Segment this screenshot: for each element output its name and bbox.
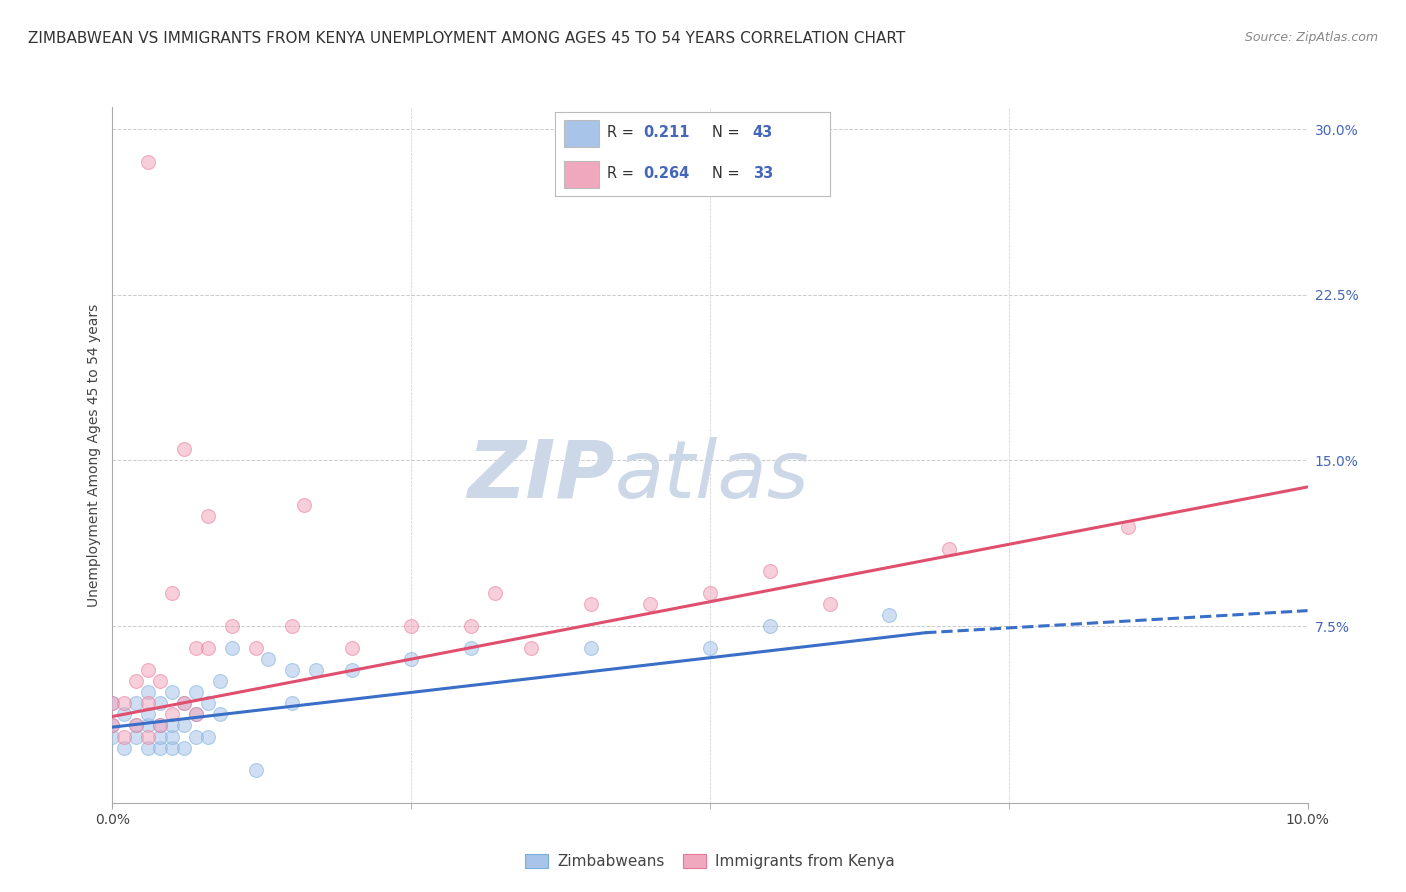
Point (401, 652, 423, 666)
Text: 0.211: 0.211 (643, 125, 689, 140)
Point (257, 652, 280, 666)
Point (221, 619, 243, 633)
Point (197, 508, 219, 523)
Text: 43: 43 (752, 125, 773, 140)
Point (186, 730, 208, 744)
Point (101, 697, 124, 711)
Point (149, 718, 172, 732)
Point (699, 641, 721, 656)
Point (818, 597, 841, 611)
Text: R =: R = (607, 166, 638, 181)
Point (520, 641, 543, 656)
Point (1118, 519, 1140, 533)
Point (138, 155, 160, 169)
Point (125, 674, 148, 689)
Text: ZIP: ZIP (467, 437, 614, 515)
Point (281, 619, 304, 633)
Point (197, 641, 219, 656)
Point (292, 498, 315, 512)
Point (173, 740, 195, 755)
Point (579, 597, 602, 611)
Point (138, 740, 160, 755)
Point (173, 697, 195, 711)
Point (221, 641, 243, 656)
Point (759, 564, 782, 578)
Point (125, 718, 148, 732)
Point (281, 697, 304, 711)
Point (460, 619, 482, 633)
Point (460, 641, 482, 656)
Point (186, 707, 208, 722)
Point (186, 641, 208, 656)
Point (245, 641, 267, 656)
Point (186, 685, 208, 699)
Point (162, 730, 183, 744)
Point (162, 718, 183, 732)
Point (138, 707, 160, 722)
Point (197, 697, 219, 711)
Legend: Zimbabweans, Immigrants from Kenya: Zimbabweans, Immigrants from Kenya (519, 847, 901, 875)
Point (579, 641, 602, 656)
Point (173, 718, 195, 732)
Point (101, 730, 124, 744)
Point (173, 442, 195, 457)
Point (197, 730, 219, 744)
Point (138, 685, 160, 699)
Point (938, 541, 960, 556)
Point (138, 730, 160, 744)
Point (114, 707, 135, 722)
Bar (564, 161, 599, 188)
Point (125, 730, 148, 744)
Point (114, 740, 135, 755)
Point (186, 707, 208, 722)
Point (125, 718, 148, 732)
Text: 0.264: 0.264 (643, 166, 689, 181)
Point (699, 586, 721, 600)
Text: atlas: atlas (614, 437, 810, 515)
Point (759, 619, 782, 633)
Bar (564, 120, 599, 147)
Point (101, 718, 124, 732)
Point (162, 685, 183, 699)
Point (149, 697, 172, 711)
Point (125, 697, 148, 711)
Point (138, 697, 160, 711)
Text: ZIMBABWEAN VS IMMIGRANTS FROM KENYA UNEMPLOYMENT AMONG AGES 45 TO 54 YEARS CORRE: ZIMBABWEAN VS IMMIGRANTS FROM KENYA UNEM… (28, 31, 905, 46)
Point (149, 740, 172, 755)
Text: N =: N = (711, 125, 744, 140)
Point (281, 663, 304, 677)
Point (101, 718, 124, 732)
Point (149, 674, 172, 689)
Point (877, 608, 901, 623)
Point (101, 697, 124, 711)
Point (162, 740, 183, 755)
Point (208, 674, 231, 689)
Text: N =: N = (711, 166, 744, 181)
Text: R =: R = (607, 125, 638, 140)
Point (638, 597, 662, 611)
Point (162, 707, 183, 722)
Point (149, 730, 172, 744)
Point (340, 641, 363, 656)
Point (401, 619, 423, 633)
Y-axis label: Unemployment Among Ages 45 to 54 years: Unemployment Among Ages 45 to 54 years (87, 303, 101, 607)
Point (114, 730, 135, 744)
Point (138, 718, 160, 732)
Point (208, 707, 231, 722)
Point (484, 586, 506, 600)
Point (340, 663, 363, 677)
Point (138, 663, 160, 677)
Text: Source: ZipAtlas.com: Source: ZipAtlas.com (1244, 31, 1378, 45)
Point (173, 697, 195, 711)
Point (149, 718, 172, 732)
Point (304, 663, 326, 677)
Text: 33: 33 (752, 166, 773, 181)
Point (114, 697, 135, 711)
Point (162, 586, 183, 600)
Point (245, 763, 267, 777)
